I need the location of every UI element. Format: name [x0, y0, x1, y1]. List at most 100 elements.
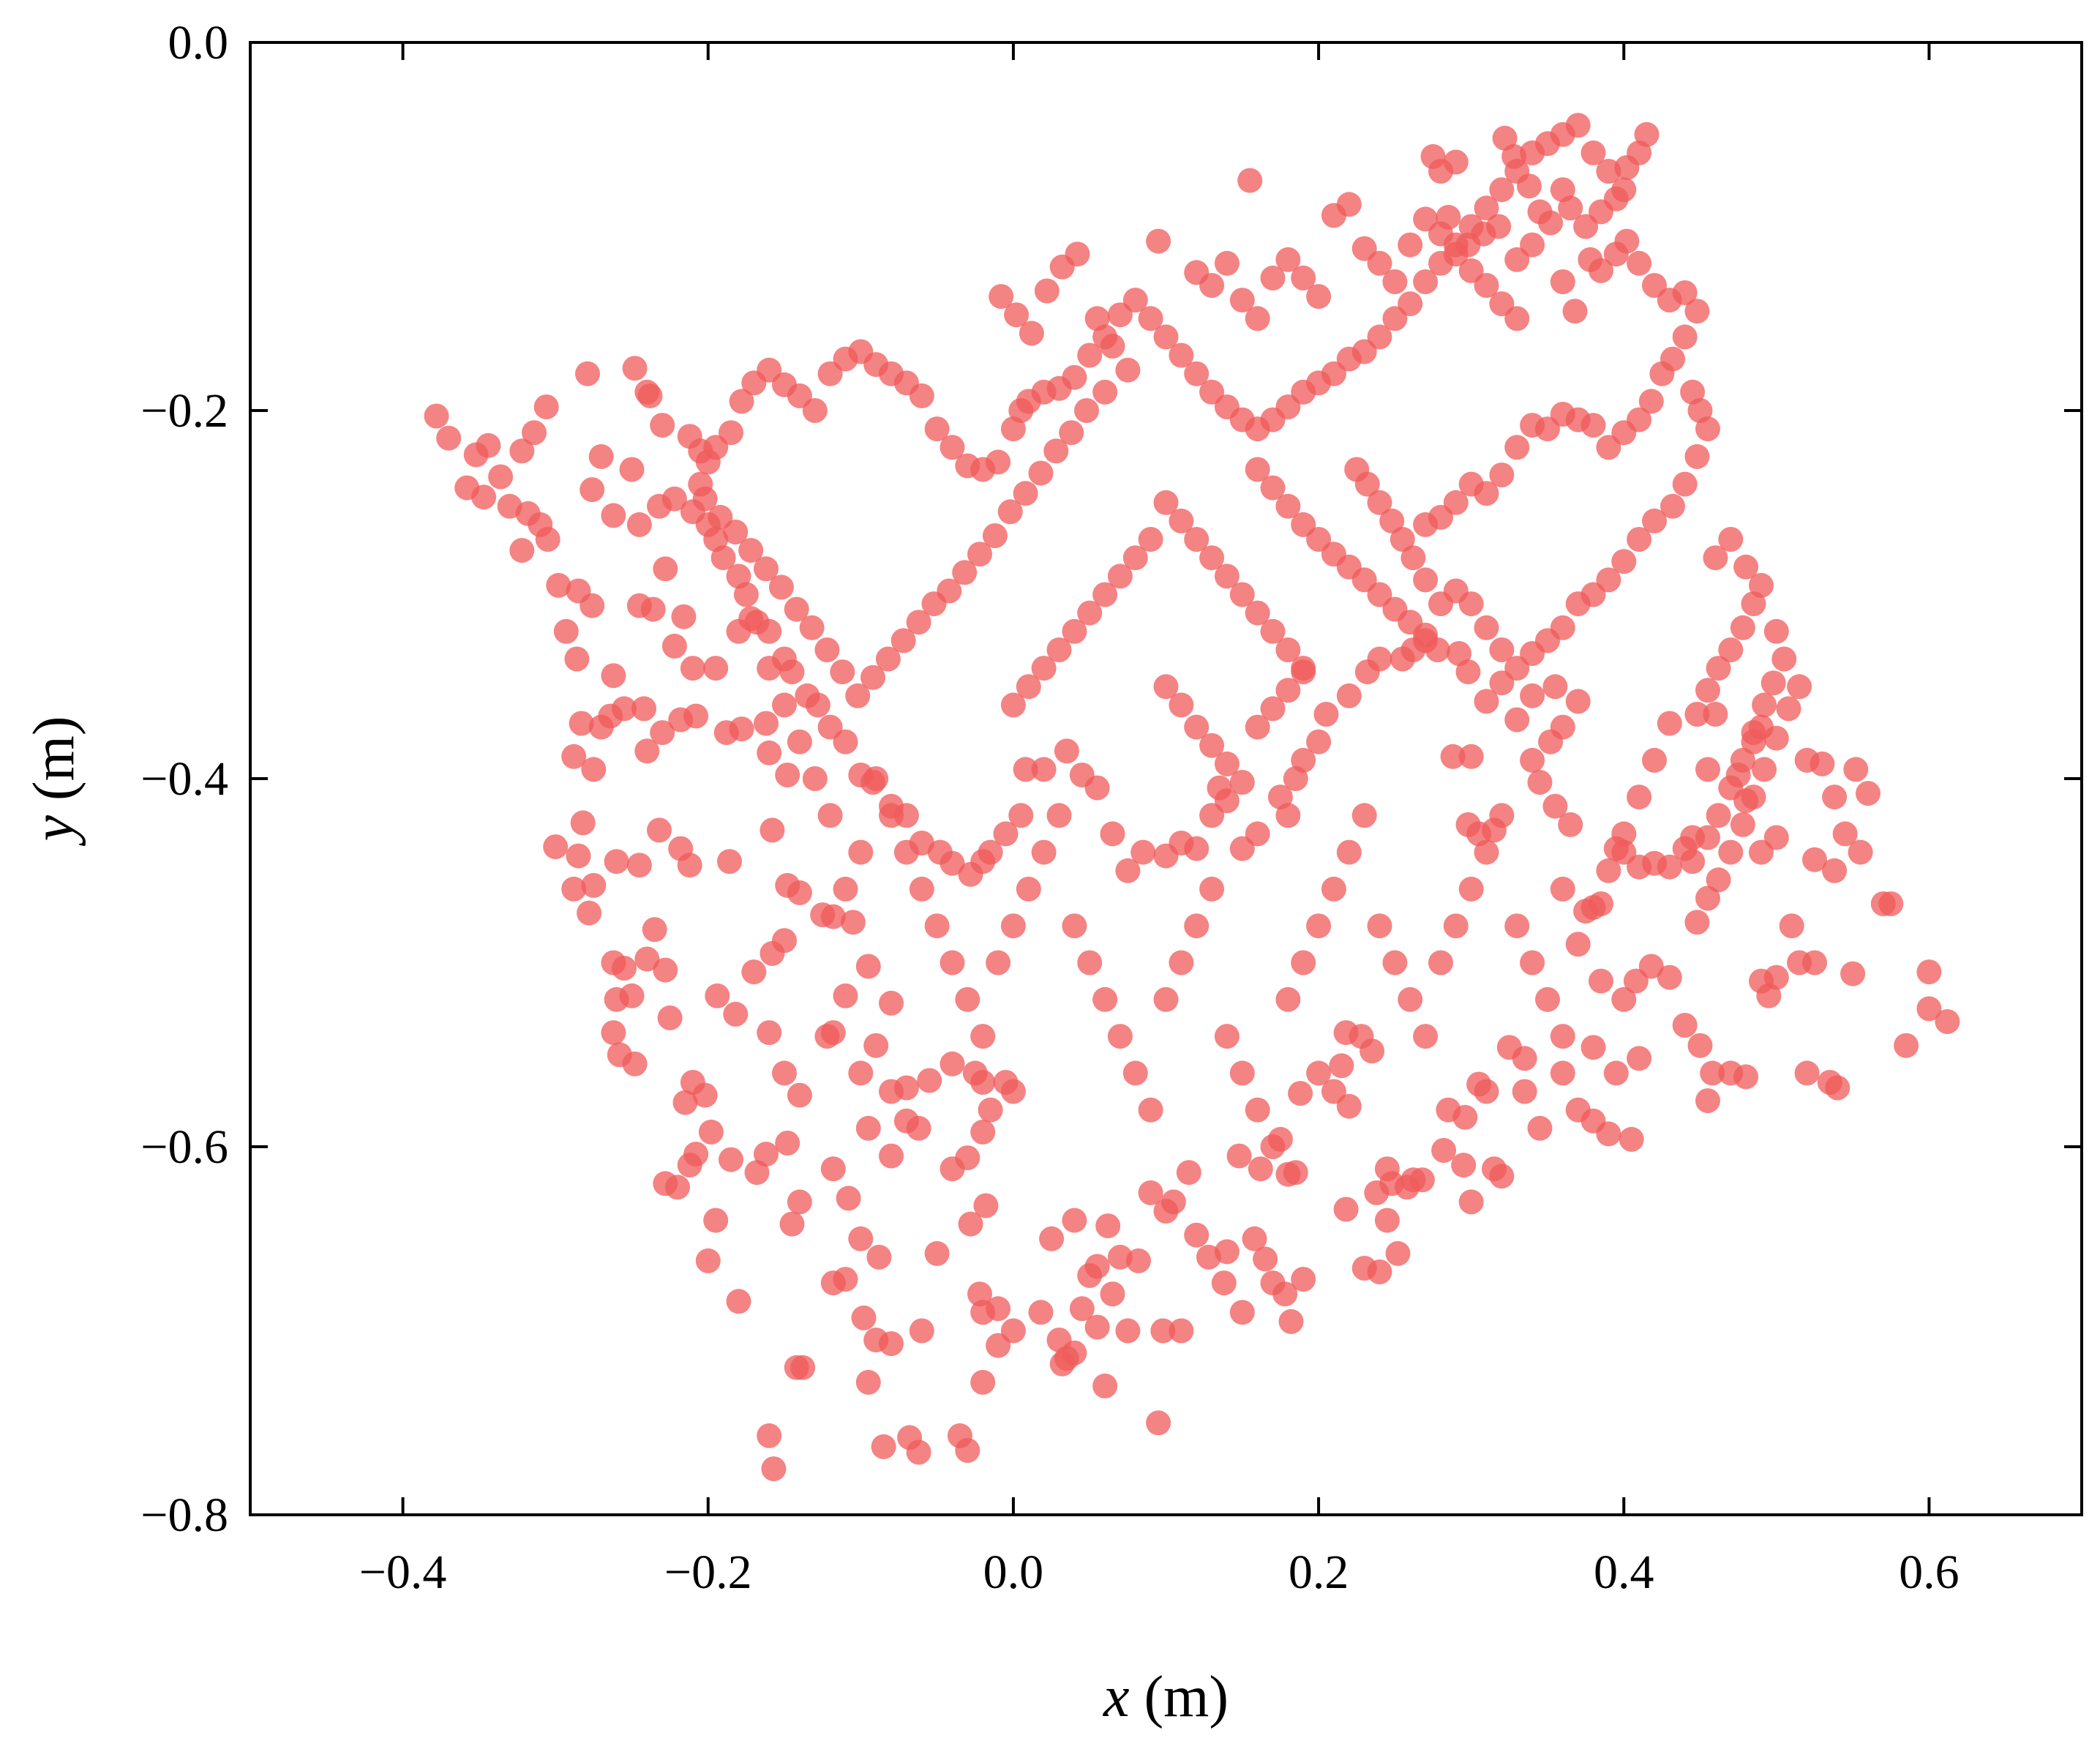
scatter-point [719, 420, 743, 446]
scatter-point [1512, 1046, 1537, 1071]
scatter-point [1627, 250, 1652, 276]
scatter-point [1092, 582, 1118, 607]
scatter-point [553, 618, 579, 644]
scatter-point [1344, 457, 1370, 482]
scatter-point [1718, 637, 1744, 662]
scatter-point [1733, 1064, 1759, 1090]
scatter-point [810, 902, 836, 928]
scatter-point [1611, 821, 1637, 847]
y-axis-label-var: y [22, 815, 86, 847]
scatter-point [1214, 563, 1240, 589]
scatter-point [665, 1175, 690, 1200]
x-axis-label-var: x [1103, 1665, 1130, 1729]
scatter-point [1367, 250, 1392, 276]
y-axis-label: y (m) [22, 716, 86, 846]
scatter-point [1245, 306, 1270, 332]
scatter-point [1245, 600, 1270, 626]
scatter-point [1092, 379, 1118, 405]
scatter-point [1822, 784, 1848, 810]
scatter-point [879, 1331, 904, 1357]
scatter-point [1333, 1196, 1359, 1222]
scatter-point [1229, 770, 1255, 795]
scatter-point [657, 1005, 683, 1030]
scatter-point [860, 664, 885, 690]
scatter-point [1214, 1024, 1240, 1049]
scatter-point [1062, 913, 1087, 939]
scatter-point [757, 1423, 782, 1448]
scatter-point [726, 1289, 751, 1314]
scatter-point [1153, 843, 1179, 869]
scatter-point [768, 574, 794, 600]
scatter-point [535, 527, 560, 552]
scatter-point [1115, 1318, 1141, 1344]
scatter-point [1184, 913, 1210, 939]
scatter-point [436, 425, 462, 451]
scatter-point [1107, 563, 1133, 589]
scatter-point [1695, 1088, 1720, 1114]
scatter-point [1288, 1081, 1313, 1106]
scatter-point [1474, 615, 1499, 640]
scatter-point [533, 394, 559, 419]
scatter-point [989, 284, 1014, 310]
scatter-point [1245, 457, 1270, 482]
scatter-point [703, 656, 729, 681]
scatter-point [1504, 913, 1530, 939]
scatter-point [1580, 1035, 1606, 1060]
scatter-point [1520, 950, 1545, 975]
scatter-point [787, 729, 812, 754]
scatter-point [1059, 420, 1084, 446]
plot-frame [249, 41, 2083, 1516]
scatter-point [772, 692, 797, 718]
scatter-point [692, 486, 718, 512]
scatter-point [787, 1082, 812, 1108]
scatter-point [879, 990, 904, 1016]
scatter-point [1237, 168, 1263, 193]
scatter-point [802, 398, 828, 423]
scatter-point [958, 861, 983, 887]
scatter-point [650, 413, 675, 438]
scatter-point [1008, 803, 1034, 828]
scatter-point [1367, 490, 1392, 515]
scatter-point [1703, 545, 1728, 571]
scatter-point [1535, 986, 1560, 1012]
scatter-point [1428, 950, 1453, 975]
scatter-point [1695, 416, 1720, 442]
scatter-point [1718, 775, 1744, 801]
scatter-point [1260, 696, 1286, 722]
scatter-point [653, 957, 678, 983]
scatter-point [1504, 306, 1530, 332]
scatter-point [1169, 950, 1194, 975]
scatter-point [940, 435, 965, 460]
scatter-point [757, 656, 782, 681]
scatter-points [424, 113, 1960, 1482]
scatter-point [1031, 839, 1057, 865]
scatter-point [729, 389, 754, 414]
scatter-point [917, 1068, 942, 1093]
scatter-point [761, 1456, 787, 1482]
scatter-point [1275, 247, 1301, 272]
scatter-point [642, 917, 667, 943]
scatter-point [1428, 591, 1453, 617]
scatter-point [1840, 961, 1866, 986]
scatter-point [1451, 1153, 1477, 1178]
scatter-point [836, 1186, 861, 1211]
scatter-point [703, 1207, 729, 1233]
scatter-point [588, 714, 614, 740]
scatter-point [1520, 413, 1545, 438]
scatter-point [1413, 206, 1439, 232]
scatter-point [1260, 265, 1286, 291]
scatter-point [1138, 527, 1163, 552]
scatter-point [1565, 689, 1591, 714]
scatter-point [1049, 1351, 1075, 1377]
scatter-point [1431, 1138, 1457, 1163]
scatter-point [1360, 1038, 1385, 1064]
scatter-point [1420, 143, 1446, 169]
scatter-point [814, 637, 840, 662]
scatter-point [1000, 1318, 1026, 1344]
scatter-point [1878, 891, 1904, 916]
scatter-point [1695, 678, 1720, 703]
scatter-point [1832, 821, 1858, 847]
scatter-point [626, 512, 652, 537]
scatter-point [1207, 775, 1232, 801]
scatter-point [692, 1082, 718, 1108]
